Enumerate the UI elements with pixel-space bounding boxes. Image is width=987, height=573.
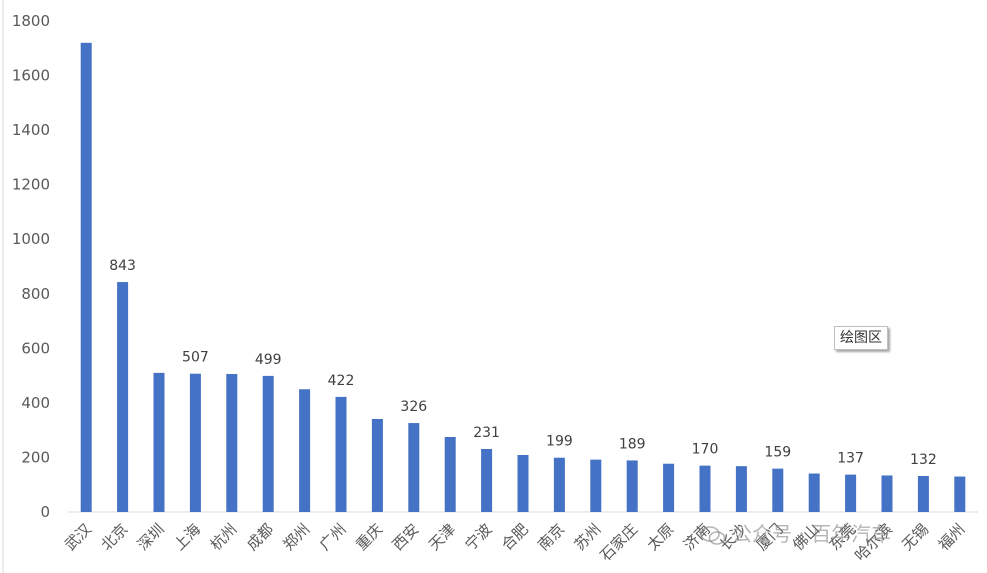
data-label: 326: [400, 399, 427, 415]
bar[interactable]: [735, 466, 747, 512]
y-axis-ticks: 0 200 400 600 800 1000 1200 1400 1600 1800: [12, 12, 50, 521]
bar[interactable]: [699, 465, 711, 512]
data-label: 231: [473, 425, 500, 441]
category-label: 宁波: [461, 520, 495, 554]
bar[interactable]: [845, 474, 857, 512]
plot-area-tooltip: 绘图区: [834, 326, 888, 350]
data-label: 189: [619, 436, 646, 452]
bar[interactable]: [517, 454, 529, 512]
y-tick-label: 600: [21, 339, 50, 357]
bar[interactable]: [590, 459, 602, 512]
bar[interactable]: [226, 373, 238, 512]
bars-group[interactable]: [80, 42, 966, 512]
bar[interactable]: [481, 448, 493, 512]
watermark-text: 公众号 · 百年汽车: [732, 522, 892, 546]
category-label: 成都: [243, 520, 277, 554]
data-label: 159: [764, 445, 791, 461]
category-label: 上海: [170, 520, 204, 554]
data-label: 137: [837, 451, 864, 467]
bar[interactable]: [808, 473, 820, 512]
data-labels-group: 843 507 499 422 326 231 199 189 170 159 137 132: [109, 258, 937, 468]
y-tick-label: 400: [21, 394, 50, 412]
watermark: 公众号 · 百年汽车: [700, 518, 891, 547]
category-label: 合肥: [498, 520, 532, 554]
y-tick-label: 200: [21, 448, 50, 466]
y-tick-label: 1600: [12, 67, 50, 85]
bar[interactable]: [408, 423, 420, 512]
data-label: 843: [109, 258, 136, 274]
bar[interactable]: [553, 457, 565, 512]
category-label: 南京: [534, 520, 568, 554]
category-label: 北京: [97, 520, 131, 554]
bar[interactable]: [444, 436, 456, 512]
data-label: 499: [255, 352, 282, 368]
bar[interactable]: [299, 389, 311, 512]
category-label: 无锡: [898, 520, 932, 554]
bar[interactable]: [117, 282, 129, 512]
bar[interactable]: [335, 396, 347, 512]
wechat-icon: [700, 525, 726, 545]
bar[interactable]: [663, 463, 675, 512]
y-tick-label: 800: [21, 285, 50, 303]
bar[interactable]: [917, 475, 929, 512]
category-label: 太原: [643, 520, 677, 554]
category-label: 石家庄: [596, 520, 641, 565]
bar[interactable]: [371, 418, 383, 512]
category-label: 武汉: [61, 520, 95, 554]
bar[interactable]: [80, 42, 92, 512]
bar[interactable]: [954, 476, 966, 512]
category-label: 杭州: [207, 520, 241, 554]
y-tick-label: 0: [40, 503, 50, 521]
bar[interactable]: [772, 468, 784, 512]
bar[interactable]: [881, 475, 893, 512]
bar[interactable]: [626, 460, 638, 512]
y-tick-label: 1200: [12, 176, 50, 194]
y-tick-label: 1800: [12, 12, 50, 30]
data-label: 507: [182, 350, 209, 366]
category-label: 西安: [389, 520, 423, 554]
data-label: 132: [910, 452, 937, 468]
category-label: 广州: [316, 520, 350, 554]
bar[interactable]: [262, 375, 274, 512]
category-label: 重庆: [352, 520, 386, 554]
bar[interactable]: [189, 373, 201, 512]
category-label: 郑州: [279, 520, 313, 554]
category-label: 深圳: [134, 520, 168, 554]
data-label: 199: [546, 434, 573, 450]
bar[interactable]: [153, 372, 165, 512]
data-label: 422: [328, 373, 355, 389]
category-label: 福州: [935, 520, 969, 554]
category-label: 天津: [425, 520, 459, 554]
y-tick-label: 1400: [12, 121, 50, 139]
y-tick-label: 1000: [12, 230, 50, 248]
data-label: 170: [692, 442, 719, 458]
